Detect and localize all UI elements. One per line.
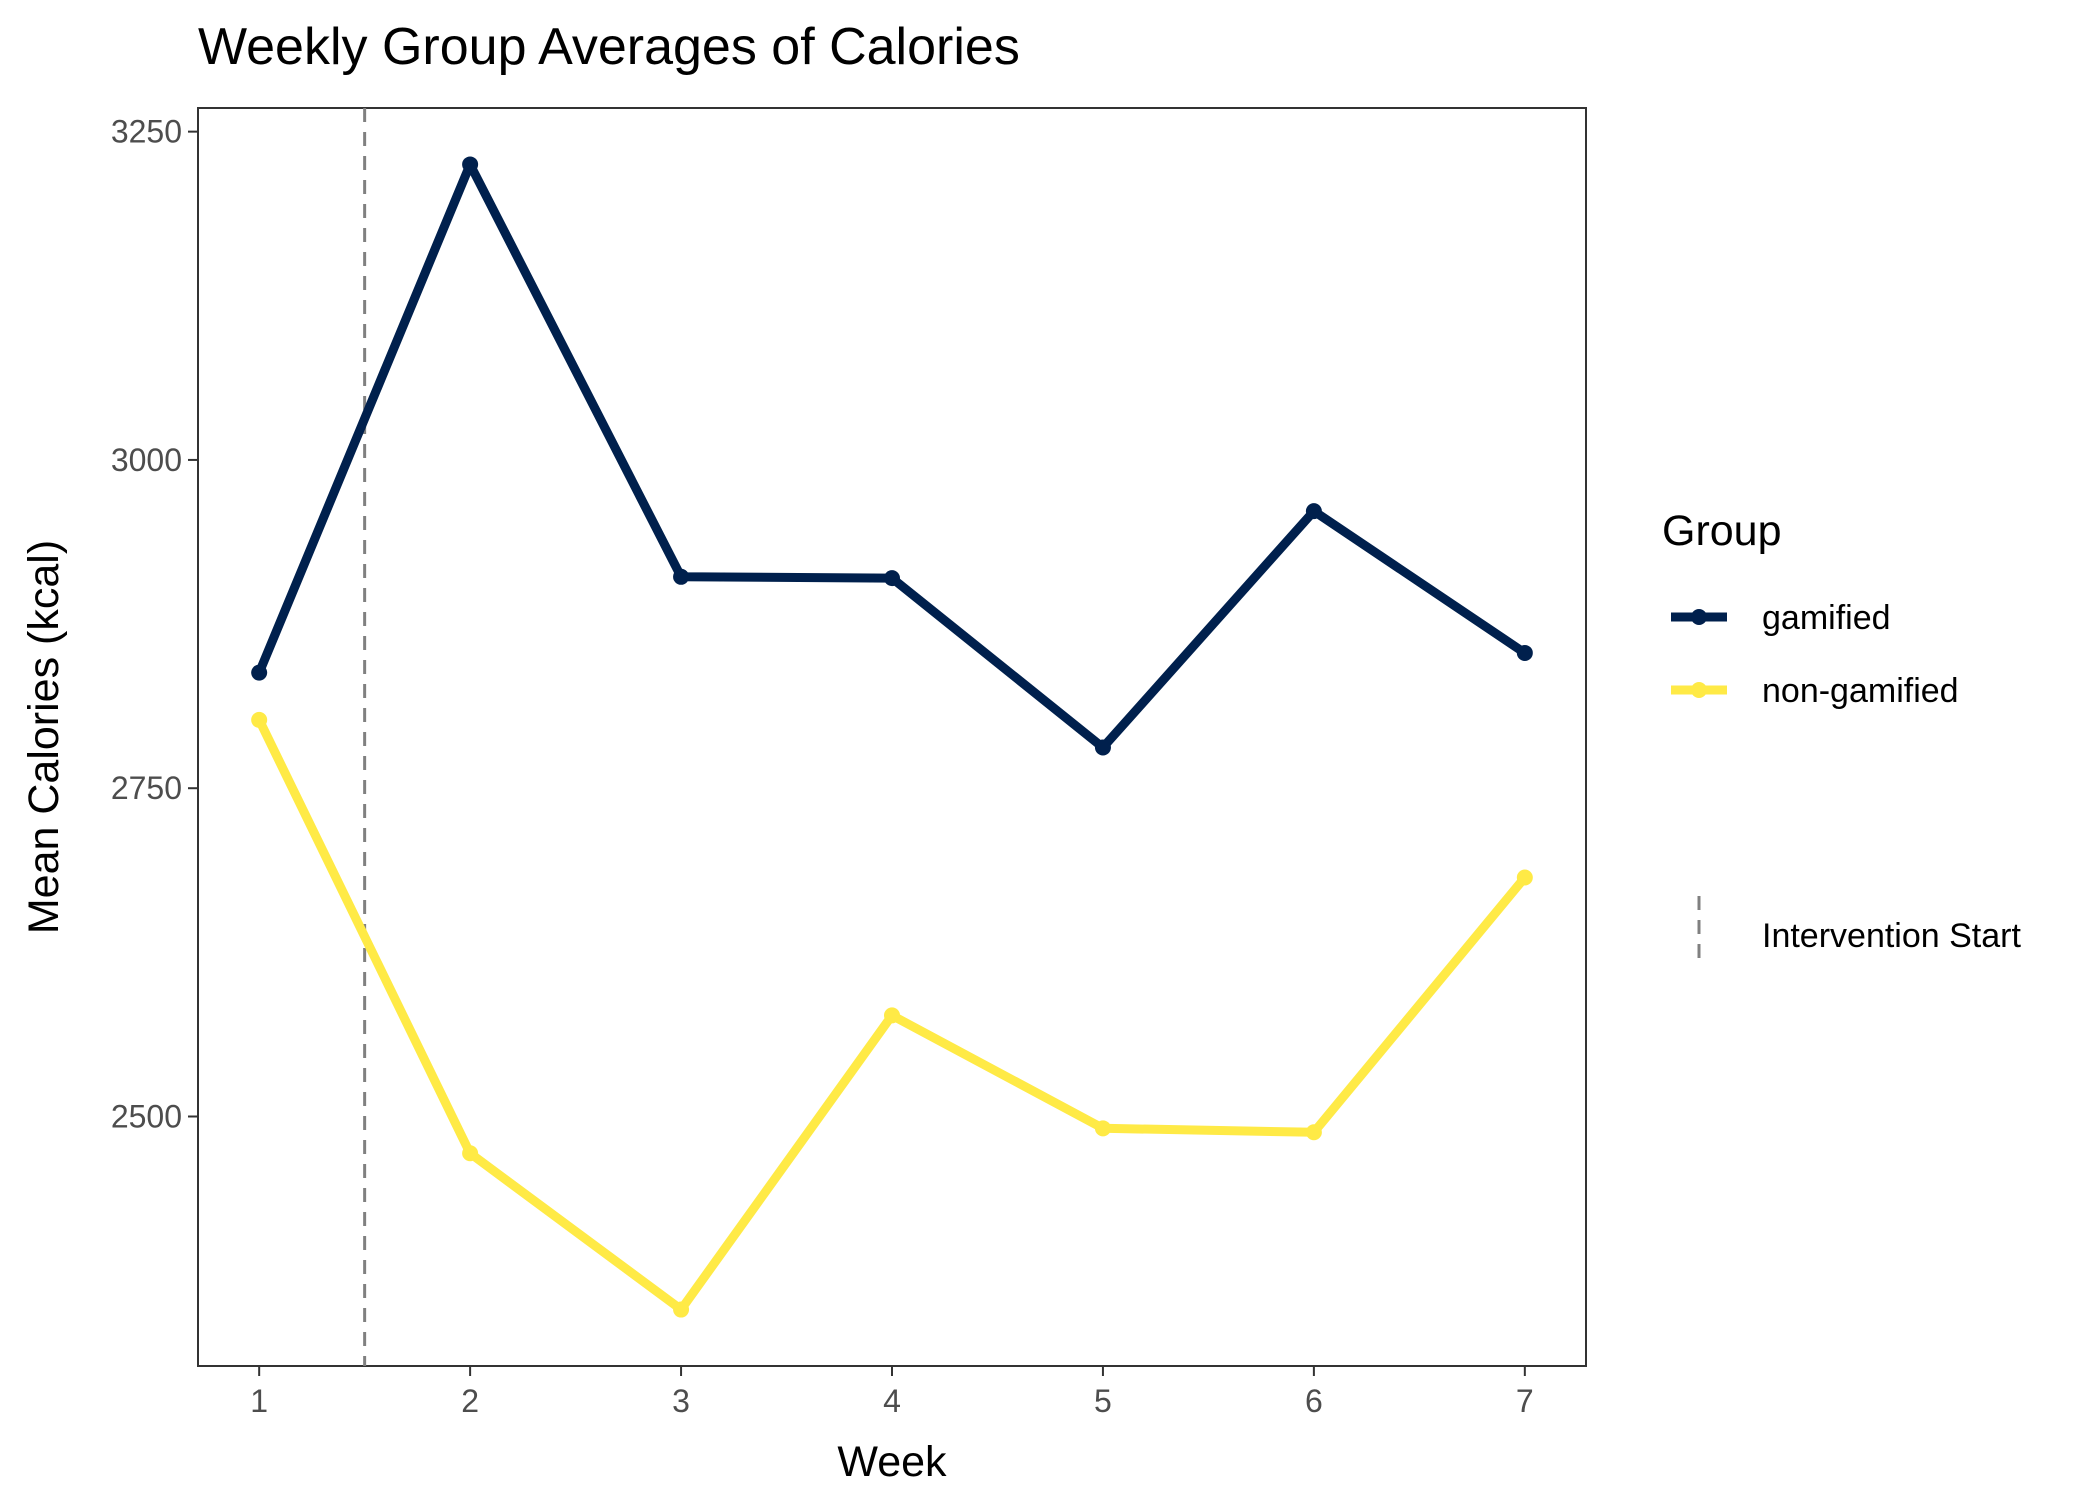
legend-title: Group	[1662, 507, 1782, 555]
data-point-gamified	[462, 156, 479, 173]
x-tick-label: 5	[1094, 1383, 1112, 1419]
data-point-non-gamified	[462, 1145, 479, 1162]
data-point-gamified	[673, 568, 690, 585]
data-point-gamified	[251, 664, 268, 681]
legend-key-point-non-gamified	[1691, 682, 1707, 698]
y-axis-title: Mean Calories (kcal)	[20, 540, 68, 934]
chart-title: Weekly Group Averages of Calories	[198, 18, 1020, 76]
legend-label-non-gamified: non-gamified	[1762, 672, 1959, 710]
x-tick-label: 6	[1305, 1383, 1323, 1419]
series-layer	[251, 156, 1533, 1318]
y-axis: 2500 2750 3000 3250	[111, 114, 198, 1135]
x-axis: 1 2 3 4 5 6 7	[250, 1366, 1534, 1419]
data-point-gamified	[884, 570, 900, 587]
legend-label-gamified: gamified	[1762, 599, 1891, 637]
y-tick-label: 3250	[111, 114, 182, 150]
data-point-non-gamified	[251, 711, 268, 728]
legend-items: gamified non-gamified	[1671, 599, 1959, 710]
data-point-gamified	[1305, 503, 1322, 520]
y-tick-label: 2500	[111, 1099, 182, 1135]
legend: Group gamified non-gamified Intervention …	[1662, 507, 2021, 968]
x-tick-label: 3	[672, 1383, 690, 1419]
legend-label-intervention-start: Intervention Start	[1762, 917, 2021, 955]
legend-key-point-gamified	[1691, 609, 1707, 625]
data-point-gamified	[1094, 739, 1111, 756]
data-point-non-gamified	[673, 1301, 690, 1318]
data-point-non-gamified	[884, 1007, 900, 1024]
plot-panel	[197, 107, 1587, 1367]
x-axis-title: Week	[837, 1438, 947, 1486]
x-tick-label: 1	[250, 1383, 268, 1419]
x-tick-label: 2	[461, 1383, 479, 1419]
data-point-non-gamified	[1305, 1124, 1322, 1141]
x-tick-label: 7	[1516, 1383, 1534, 1419]
y-tick-label: 2750	[111, 770, 182, 806]
data-point-non-gamified	[1094, 1120, 1111, 1137]
data-point-non-gamified	[1516, 869, 1533, 886]
x-tick-label: 4	[883, 1383, 901, 1419]
data-point-gamified	[1516, 644, 1533, 661]
y-tick-label: 3000	[111, 442, 182, 478]
